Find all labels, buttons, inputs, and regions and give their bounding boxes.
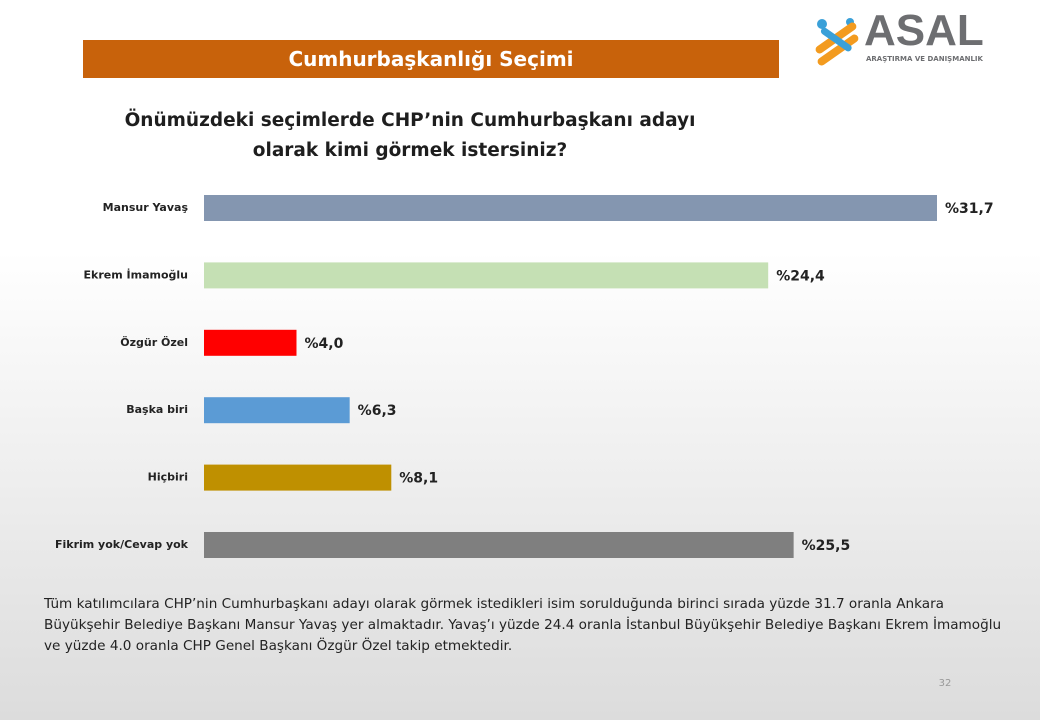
chart: Mansur Yavaş %31,7 Ekrem İmamoğlu %24,4 Özgü… [55, 195, 994, 558]
category-label: Özgür Özel [120, 335, 188, 349]
category-label: Hiçbiri [148, 471, 188, 484]
value-label: %25,5 [802, 538, 851, 554]
page-number: 32 [938, 678, 952, 689]
category-label: Fikrim yok/Cevap yok [55, 538, 189, 551]
category-label: Mansur Yavaş [103, 201, 189, 214]
value-label: %31,7 [945, 201, 994, 217]
bar [204, 195, 937, 221]
category-label: Ekrem İmamoğlu [84, 267, 188, 281]
bar [204, 262, 769, 289]
bar [204, 464, 392, 491]
note: Tüm katılımcılara CHP’nin Cumhurbaşkanı … [44, 596, 1002, 654]
value-label: %6,3 [358, 403, 397, 419]
logo: ASAL ARAŞTIRMA VE DANIŞMANLIK [808, 6, 1008, 72]
logo-name: ASAL [864, 6, 984, 55]
logo-subtitle: ARAŞTIRMA VE DANIŞMANLIK [866, 55, 983, 63]
logo-icon [815, 18, 859, 66]
value-label: %24,4 [776, 268, 825, 284]
bar [204, 397, 350, 424]
bar [204, 532, 794, 558]
bar [204, 329, 297, 356]
category-label: Başka biri [126, 403, 188, 416]
chart-title: Önümüzdeki seçimlerde CHP’nin Cumhurbaşk… [124, 110, 696, 161]
value-label: %4,0 [304, 336, 343, 352]
value-label: %8,1 [399, 471, 438, 487]
banner: Cumhurbaşkanlığı Seçimi [83, 40, 779, 78]
